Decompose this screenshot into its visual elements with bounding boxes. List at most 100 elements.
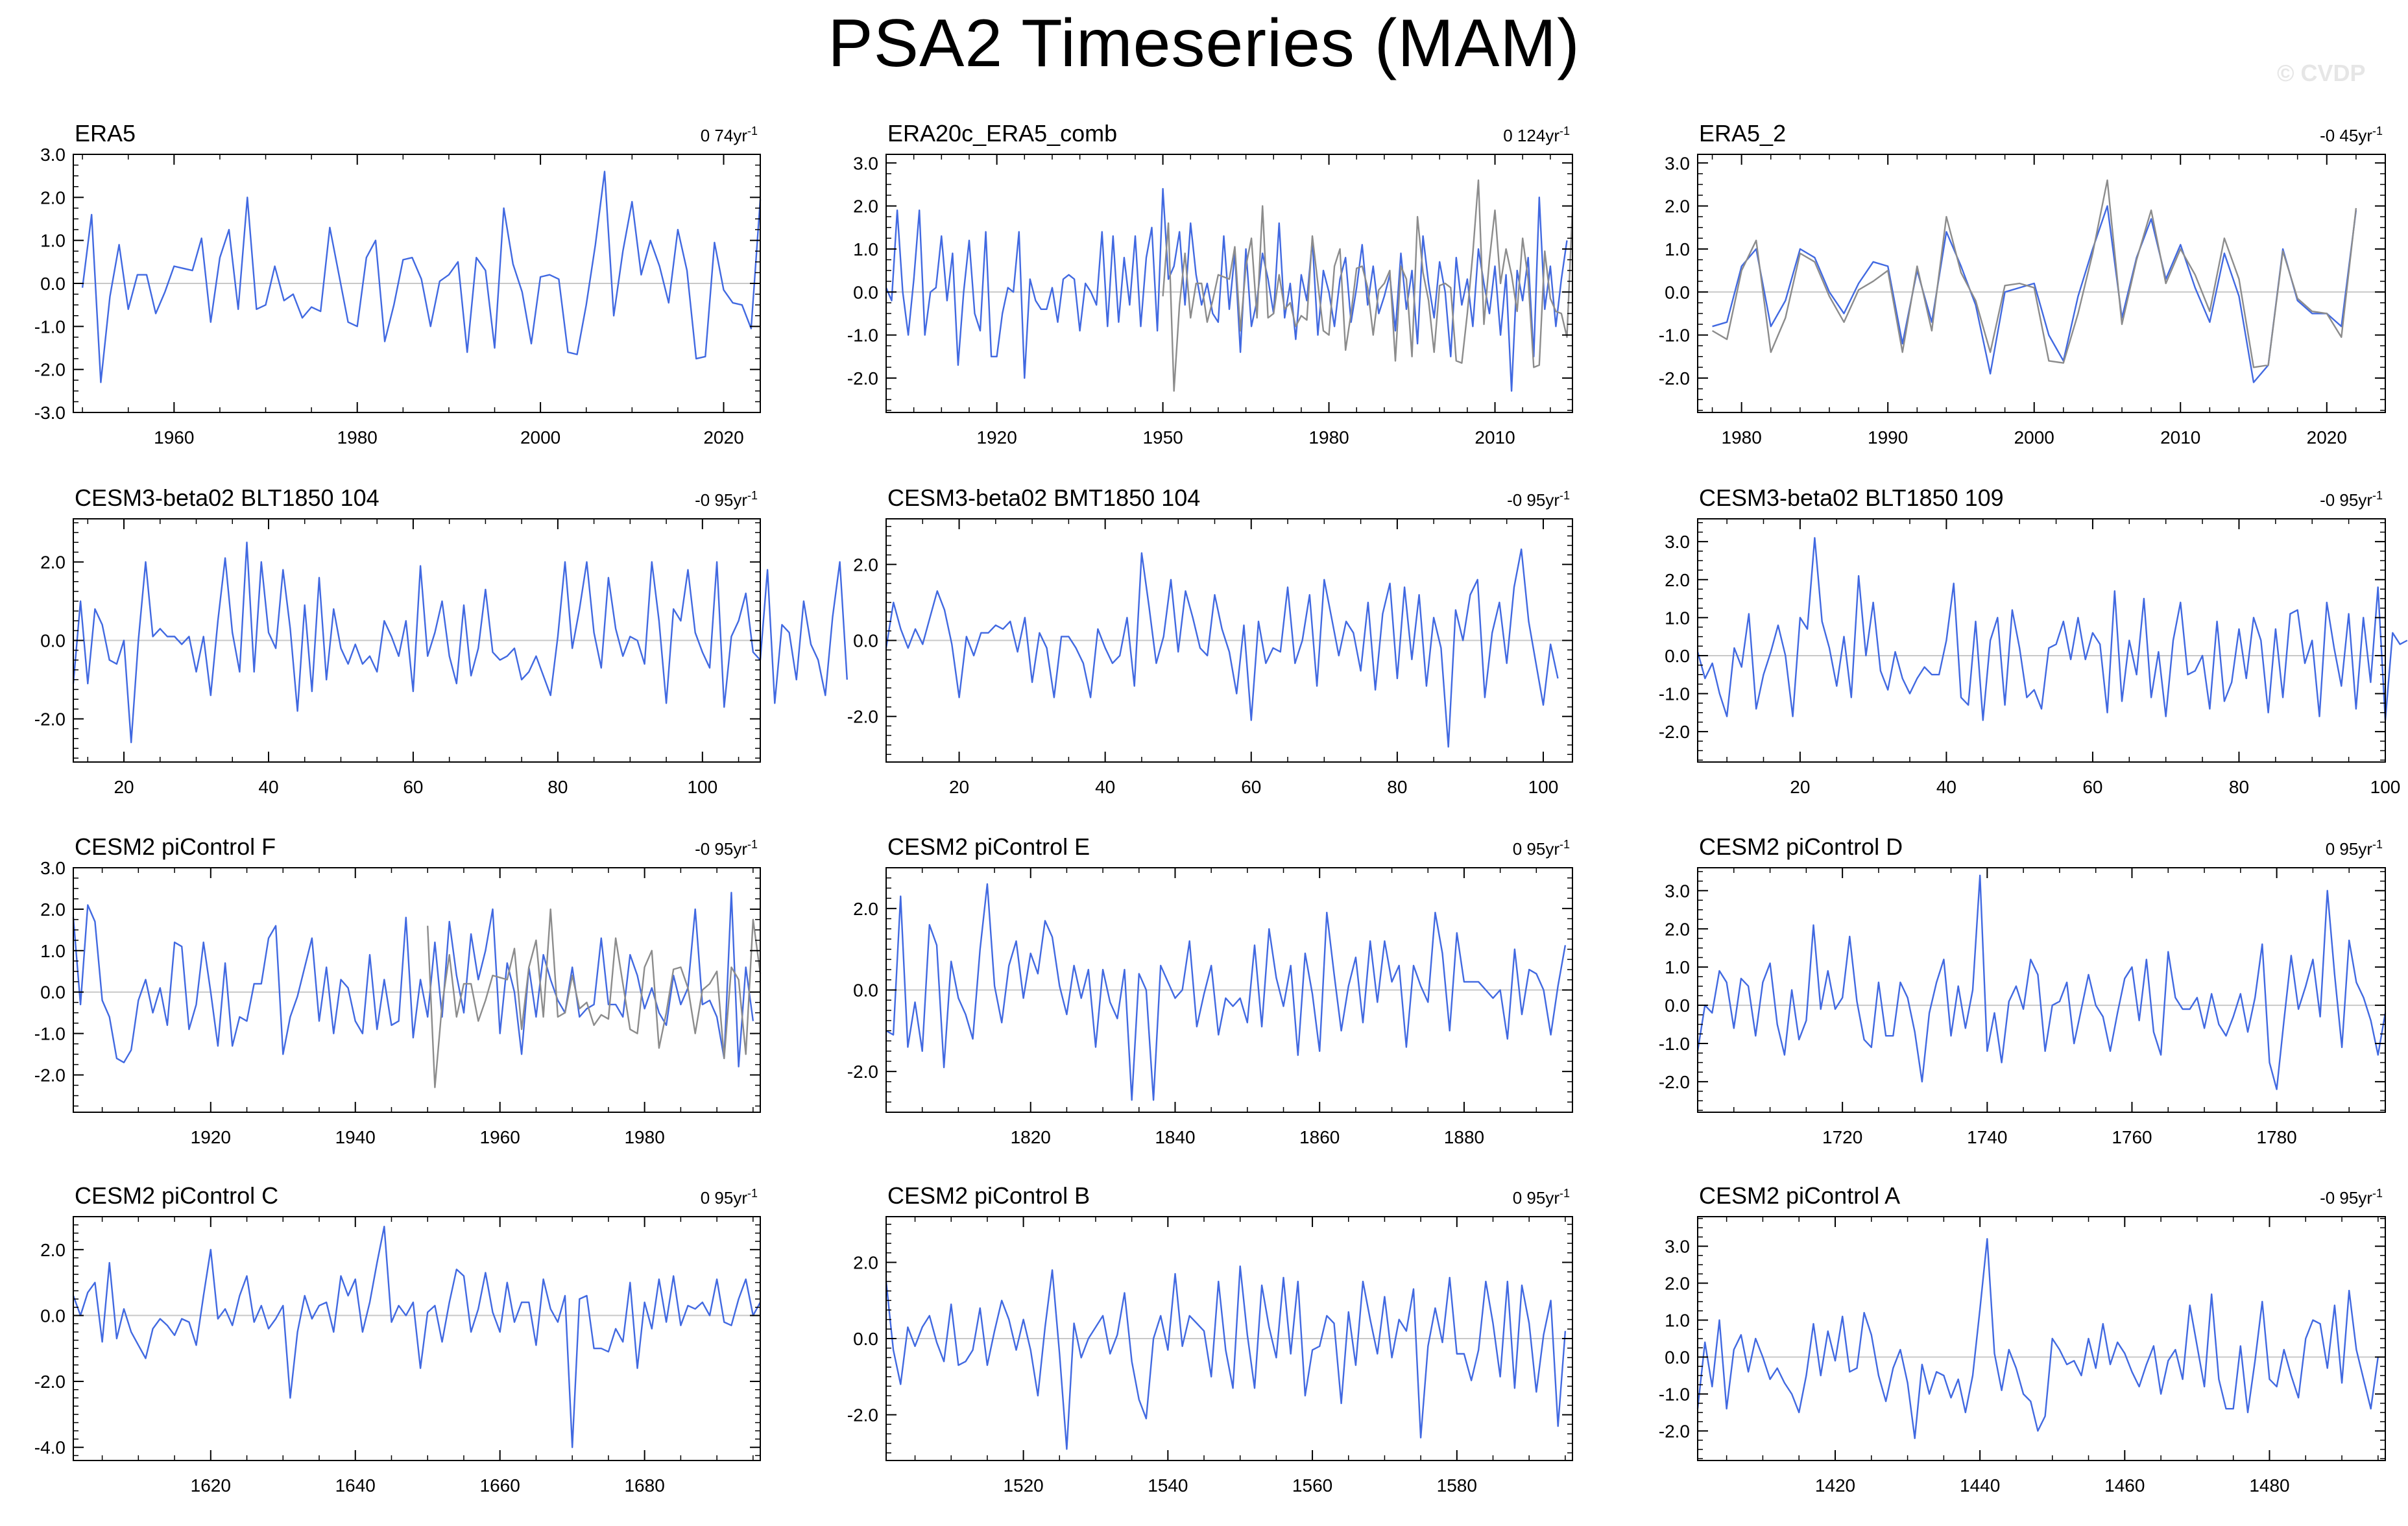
x-tick-label: 40: [1095, 777, 1115, 797]
y-tick-label: 2.0: [1665, 197, 1690, 217]
x-tick-label: 1460: [2104, 1475, 2145, 1496]
panel-title: ERA5: [75, 120, 136, 147]
panel-era20c-era5-comb: ERA20c_ERA5_comb 0 124yr-1 -2.0 -1.0 0.0 1.0 2…: [847, 120, 1574, 447]
y-tick-label: 2.0: [40, 553, 66, 573]
trend-label: 0 95yr-1: [1513, 1187, 1570, 1208]
series-line-main: [885, 187, 1568, 392]
y-tick-label: 3.0: [1665, 1237, 1690, 1257]
page-title: PSA2 Timeseries (MAM): [828, 6, 1580, 81]
series-line-main: [72, 892, 754, 1067]
y-tick-label: -2.0: [847, 1062, 878, 1082]
y-tick-label: 3.0: [853, 153, 878, 173]
panel-cesm3-beta02-bmt1850-104: CESM3-beta02 BMT1850 104 -0 95yr-1 -2.0 0.0…: [847, 484, 1573, 797]
y-tick-label: 2.0: [853, 554, 878, 575]
trend-label: -0 95yr-1: [2320, 489, 2383, 510]
series-line-main: [885, 1265, 1567, 1450]
y-tick-label: -1.0: [847, 326, 878, 346]
panel-cesm2-picontrol-c: CESM2 piControl C 0 95yr-1 -4.0 -2.0 0.0 2.0 1…: [34, 1182, 762, 1496]
trend-label: -0 95yr-1: [1507, 489, 1570, 510]
y-tick-label: -2.0: [1659, 368, 1690, 388]
x-tick-label: 1780: [2256, 1127, 2296, 1147]
series-line-overlay: [1711, 179, 2357, 368]
y-tick-label: 3.0: [40, 145, 66, 165]
x-tick-label: 1740: [1967, 1127, 2007, 1147]
y-tick-label: 0.0: [40, 274, 66, 294]
y-tick-label: -4.0: [34, 1438, 66, 1458]
plot-frame: [885, 154, 1573, 413]
y-tick-label: -1.0: [1659, 326, 1690, 346]
copyright-label: © CVDP: [2277, 60, 2366, 86]
series-line-main: [885, 548, 1559, 748]
y-tick-label: -1.0: [34, 1024, 66, 1044]
y-tick-label: 1.0: [1665, 1311, 1690, 1331]
x-tick-label: 1660: [480, 1475, 520, 1496]
panel-title: CESM2 piControl C: [75, 1182, 278, 1209]
panel-cesm2-picontrol-a: CESM2 piControl A -0 95yr-1 -2.0 -1.0 0.0 1.0…: [1659, 1182, 2386, 1496]
x-tick-label: 100: [2370, 777, 2401, 797]
x-tick-label: 1920: [191, 1127, 231, 1147]
x-tick-label: 1960: [154, 427, 194, 447]
y-tick-label: -2.0: [847, 368, 878, 388]
panel-title: CESM2 piControl D: [1699, 833, 1903, 860]
x-tick-label: 1480: [2249, 1475, 2289, 1496]
y-tick-label: -3.0: [34, 403, 66, 423]
x-tick-label: 1990: [1868, 427, 1908, 447]
panel-title: CESM2 piControl F: [75, 833, 276, 860]
panel-title: ERA5_2: [1699, 120, 1786, 147]
y-tick-label: 2.0: [1665, 1274, 1690, 1294]
plot-frame: [1697, 154, 2386, 413]
y-tick-label: 3.0: [1665, 881, 1690, 901]
panel-era5-2: ERA5_2 -0 45yr-1 -2.0 -1.0 0.0 1.0 2.0 3.0 1980 1…: [1659, 120, 2386, 447]
panel-title: CESM2 piControl A: [1699, 1182, 1900, 1209]
plot-frame: [1697, 867, 2386, 1113]
y-tick-label: 0.0: [1665, 995, 1690, 1016]
y-tick-label: 2.0: [1665, 919, 1690, 939]
x-tick-label: 80: [548, 777, 568, 797]
y-tick-label: 0.0: [853, 981, 878, 1001]
y-tick-label: 0.0: [853, 1329, 878, 1349]
x-tick-label: 1580: [1437, 1475, 1477, 1496]
x-tick-label: 80: [2229, 777, 2249, 797]
x-tick-label: 100: [1528, 777, 1559, 797]
x-tick-label: 1920: [976, 427, 1017, 447]
trend-label: -0 95yr-1: [695, 838, 758, 859]
panel-cesm2-picontrol-d: CESM2 piControl D 0 95yr-1 -2.0 -1.0 0.0 1.0 2…: [1659, 833, 2387, 1147]
y-tick-label: 3.0: [40, 858, 66, 878]
x-tick-label: 1760: [2112, 1127, 2152, 1147]
trend-label: 0 74yr-1: [701, 125, 758, 145]
y-tick-label: 0.0: [853, 282, 878, 302]
x-tick-label: 80: [1387, 777, 1407, 797]
panel-cesm2-picontrol-f: CESM2 piControl F -0 95yr-1 -2.0 -1.0 0.0 1.0…: [34, 833, 762, 1147]
x-tick-label: 1720: [1822, 1127, 1862, 1147]
x-tick-label: 2010: [1475, 427, 1515, 447]
y-tick-label: -2.0: [847, 1405, 878, 1425]
panel-cesm3-beta02-blt1850-109: CESM3-beta02 BLT1850 109 -0 95yr-1 -2.0 -1.…: [1659, 484, 2408, 797]
series-line-main: [1696, 874, 2387, 1090]
x-tick-label: 1540: [1148, 1475, 1188, 1496]
x-tick-label: 1950: [1142, 427, 1183, 447]
x-tick-label: 60: [2082, 777, 2102, 797]
x-tick-label: 1560: [1292, 1475, 1332, 1496]
x-tick-label: 2020: [2307, 427, 2347, 447]
y-tick-label: -2.0: [34, 709, 66, 729]
y-tick-label: 2.0: [1665, 570, 1690, 590]
y-tick-label: 1.0: [40, 941, 66, 961]
trend-label: -0 95yr-1: [2320, 1187, 2383, 1208]
series-line-main: [1696, 537, 2408, 721]
y-tick-label: 2.0: [853, 899, 878, 919]
y-tick-label: -1.0: [1659, 1384, 1690, 1404]
x-tick-label: 1440: [1960, 1475, 2000, 1496]
panel-cesm2-picontrol-b: CESM2 piControl B 0 95yr-1 -2.0 0.0 2.0 1520 1…: [847, 1182, 1573, 1496]
panel-title: CESM3-beta02 BLT1850 104: [75, 484, 379, 511]
y-tick-label: 0.0: [1665, 646, 1690, 666]
y-tick-label: -2.0: [1659, 1421, 1690, 1441]
y-tick-label: 1.0: [40, 231, 66, 251]
panel-era5: ERA5 0 74yr-1 -3.0 -2.0 -1.0 0.0 1.0 2.0 3.0 1960…: [34, 120, 762, 447]
panel-title: CESM2 piControl B: [887, 1182, 1090, 1209]
x-tick-label: 1520: [1003, 1475, 1043, 1496]
y-tick-label: 0.0: [40, 1305, 66, 1326]
panel-title: CESM3-beta02 BMT1850 104: [887, 484, 1200, 511]
y-tick-label: 2.0: [853, 1253, 878, 1273]
y-tick-label: -2.0: [34, 1372, 66, 1392]
series-line-overlay: [427, 908, 762, 1088]
